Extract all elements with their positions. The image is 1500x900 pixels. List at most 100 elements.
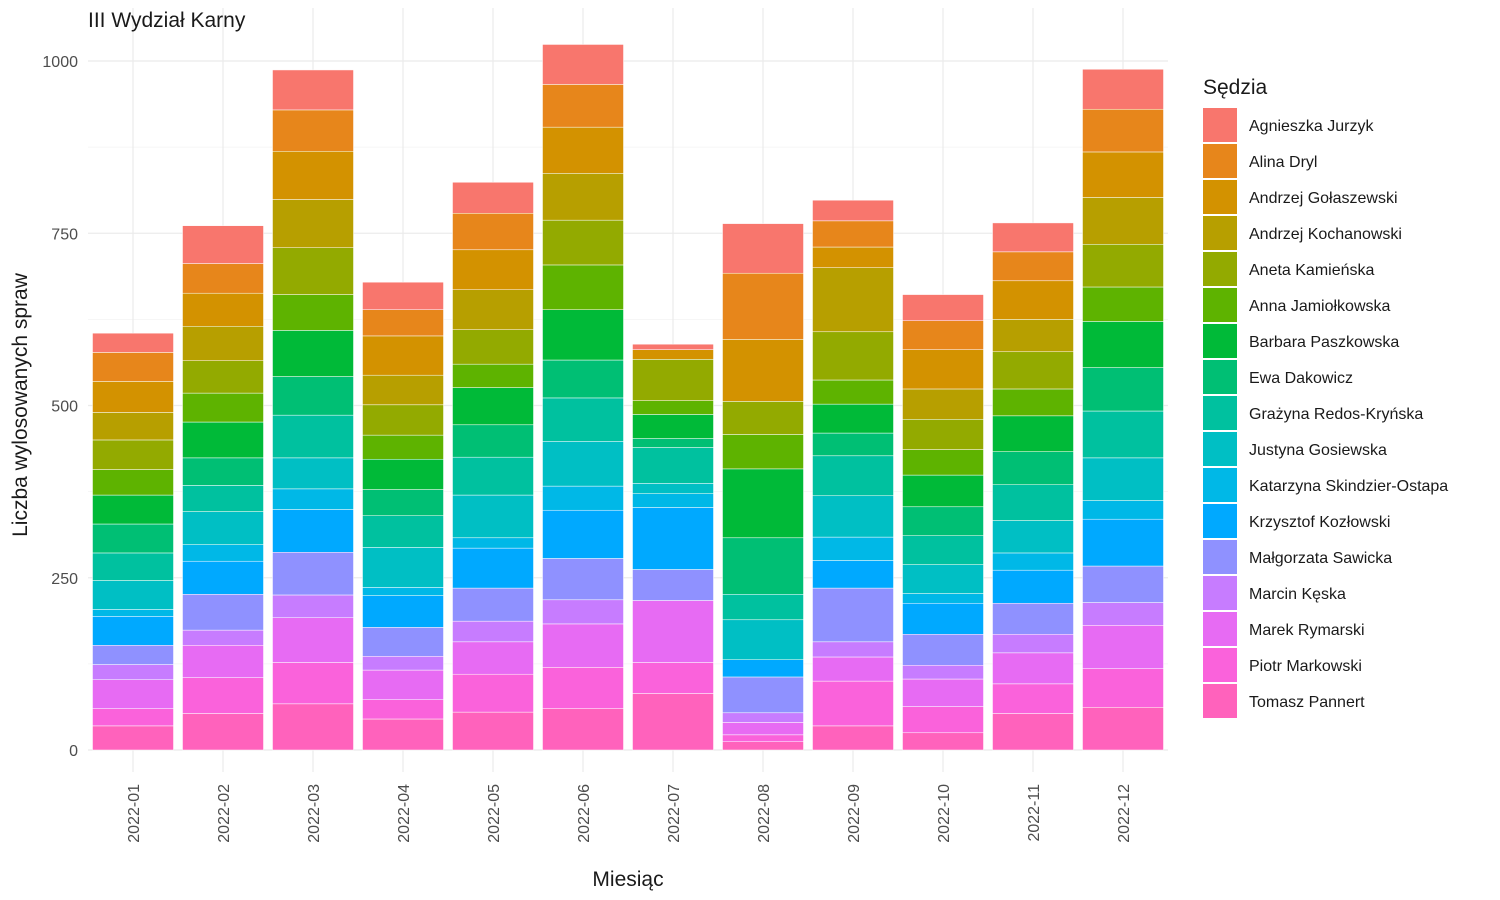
bar-stack-2022-01 [92,332,174,751]
bar-segment [812,220,894,248]
bar-segment [362,404,444,436]
bar-segment [182,225,264,264]
bar-segment [812,199,894,222]
bar-segment [272,294,354,331]
x-axis-label: Miesiąc [592,868,663,891]
bar-segment [632,438,714,448]
bar-segment [992,319,1074,353]
bar-segment [1082,457,1164,501]
bar-segment [92,552,174,581]
bar-segment [92,616,174,646]
legend-swatch [1203,396,1237,430]
bar-segment [452,537,534,549]
bar-segment [452,182,534,214]
y-tick-label: 500 [51,399,78,416]
bar-segment [722,619,804,660]
bar-segment [182,360,264,394]
bar-segment [272,69,354,111]
bar-segment [182,485,264,512]
bar-segment [902,388,984,420]
bar-segment [92,580,174,610]
bar-segment [632,400,714,415]
legend-swatch [1203,432,1237,466]
bar-segment [992,683,1074,714]
legend-swatch [1203,648,1237,682]
bar-segment [902,506,984,536]
bar-segment [272,488,354,510]
x-tick-label: 2022-03 [306,784,323,843]
legend-label: Małgorzata Sawicka [1249,550,1392,567]
bar-segment [902,449,984,476]
bar-segment [452,673,534,713]
bar-segment [722,676,804,714]
bar-segment [542,44,624,85]
bar-segment [362,595,444,628]
bar-segment [902,593,984,604]
bar-segment [542,219,624,266]
bar-segment [182,392,264,423]
bar-segment [902,535,984,565]
bar-segment [992,451,1074,485]
bar-segment [812,560,894,589]
bar-segment [92,332,174,353]
bar-segment [722,272,804,340]
bar-segment [722,722,804,736]
legend-label: Andrzej Gołaszewski [1249,190,1398,207]
bar-segment [542,509,624,559]
legend-swatch [1203,180,1237,214]
y-tick-label: 750 [51,226,78,243]
bar-segment [992,602,1074,635]
bar-segment [1082,367,1164,412]
bar-segment [182,292,264,327]
bar-segment [1082,707,1164,751]
x-axis-ticks: 2022-01 2022-02 2022-03 2022-04 2022-05 2022-… [126,784,1133,843]
y-tick-label: 1000 [42,54,78,71]
bar-segment [542,173,624,221]
bar-segment [362,434,444,460]
bar-segment [542,126,624,174]
bar-stack-2022-12 [1082,69,1164,751]
bar-segment [812,587,894,643]
bar-segment [182,421,264,459]
legend-swatch [1203,144,1237,178]
x-tick-label: 2022-05 [486,784,503,843]
x-tick-label: 2022-11 [1026,784,1043,842]
legend-label: Barbara Paszkowska [1249,334,1399,351]
bar-segment [362,627,444,657]
bar-segment [92,494,174,525]
bars [92,44,1164,751]
bar-segment [992,280,1074,320]
bar-segment [182,511,264,545]
bar-segment [182,629,264,646]
legend-swatch [1203,252,1237,286]
bar-stack-2022-07 [632,343,714,751]
bar-stack-2022-02 [182,225,264,751]
bar-segment [452,641,534,675]
bar-segment [542,708,624,751]
bar-segment [632,569,714,601]
bar-segment [542,441,624,487]
bar-segment [632,349,714,360]
bar-segment [632,483,714,494]
bar-segment [272,109,354,152]
x-tick-label: 2022-10 [936,784,953,843]
bar-segment [812,331,894,381]
bar-segment [92,439,174,470]
bar-segment [902,706,984,734]
legend-label: Aneta Kamieńska [1249,262,1375,279]
bar-segment [902,320,984,350]
bar-segment [542,599,624,625]
bar-segment [542,667,624,709]
x-tick-label: 2022-07 [666,784,683,843]
bar-segment [92,381,174,413]
bar-segment [272,662,354,705]
bar-segment [812,536,894,561]
bar-segment [722,401,804,435]
bar-segment [362,335,444,376]
bar-segment [812,656,894,682]
bar-segment [542,309,624,361]
bar-stack-2022-11 [992,222,1074,751]
bar-segment [812,641,894,658]
bar-segment [902,633,984,666]
bar-segment [812,379,894,405]
